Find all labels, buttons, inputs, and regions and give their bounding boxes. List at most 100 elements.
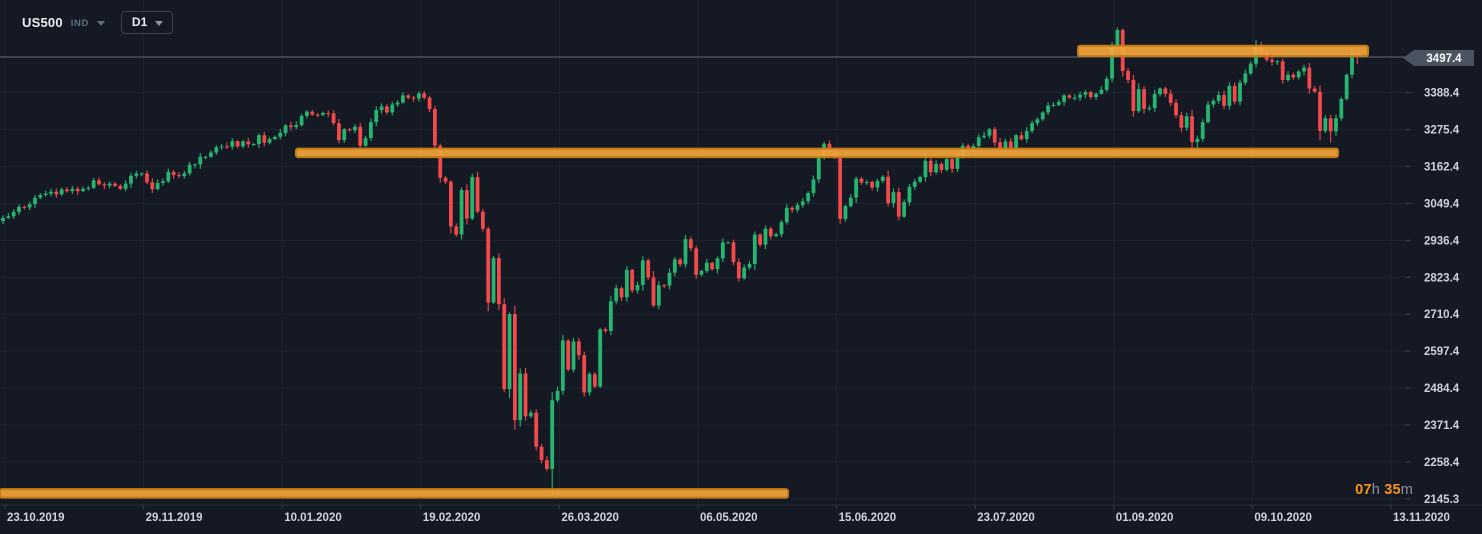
candlestick-series xyxy=(1,27,1360,495)
candle xyxy=(38,193,43,200)
candle xyxy=(736,258,741,282)
candle xyxy=(784,204,789,225)
candle-body xyxy=(491,258,496,303)
candle xyxy=(763,225,768,250)
candle-body xyxy=(747,263,752,268)
candle-body xyxy=(640,260,645,285)
candle xyxy=(139,172,144,177)
countdown-minutes: 35 xyxy=(1384,482,1401,498)
candle-body xyxy=(619,288,624,298)
price-tick-label: 3049.4 xyxy=(1424,198,1460,210)
candle xyxy=(171,169,176,179)
candle-body xyxy=(907,186,912,203)
candle-body xyxy=(241,141,245,147)
candle-body xyxy=(944,159,949,170)
candle xyxy=(1163,86,1168,97)
candle-body xyxy=(289,125,293,128)
candle-body xyxy=(955,154,960,169)
candle xyxy=(1040,111,1045,122)
price-tick-label: 3275.4 xyxy=(1424,125,1460,137)
candle-body xyxy=(1174,102,1178,116)
sr-zone-support-lower[interactable] xyxy=(0,488,789,499)
candle xyxy=(912,178,917,190)
candle-body xyxy=(896,192,901,217)
candle xyxy=(209,150,213,158)
candle-body xyxy=(992,129,997,143)
symbol-selector[interactable]: US500 IND xyxy=(22,15,105,30)
candle xyxy=(230,138,235,150)
candle xyxy=(646,258,651,281)
candle xyxy=(651,270,656,308)
candle xyxy=(225,142,229,149)
price-tick-label: 2597.4 xyxy=(1424,346,1460,358)
candle xyxy=(81,186,85,193)
candle xyxy=(214,144,219,156)
candle-body xyxy=(630,269,635,291)
candle xyxy=(800,198,805,208)
countdown-hours: 07 xyxy=(1355,482,1372,498)
candle-body xyxy=(1110,47,1114,79)
candle xyxy=(1318,85,1322,141)
candle-body xyxy=(166,171,171,182)
price-axis-labels[interactable]: 3388.4 3275.4 3162.4 3049.4 2936.4 2823.4 2710… xyxy=(1424,88,1460,506)
candle xyxy=(1307,62,1312,94)
candle-body xyxy=(209,152,213,157)
time-tick-label: 10.01.2020 xyxy=(284,512,342,524)
candle xyxy=(166,168,171,184)
candle-body xyxy=(1206,104,1210,123)
candle-body xyxy=(528,412,533,417)
candle xyxy=(1035,117,1040,127)
candle-body xyxy=(411,97,416,99)
sr-zone-resistance-mid[interactable] xyxy=(295,147,1339,159)
timeframe-selector[interactable]: D1 xyxy=(120,11,174,34)
candle xyxy=(896,187,901,221)
candle-body xyxy=(1083,92,1088,95)
candle-body xyxy=(752,234,757,264)
candle-body xyxy=(715,258,720,270)
candle-body xyxy=(1232,85,1237,102)
candle xyxy=(1088,90,1093,100)
candle xyxy=(182,170,187,179)
candle-body xyxy=(1046,105,1050,113)
candle xyxy=(374,106,379,127)
candle xyxy=(262,131,267,147)
candle xyxy=(75,186,80,195)
candle-body xyxy=(1088,92,1093,97)
candle-body xyxy=(448,181,453,227)
candle xyxy=(454,223,459,237)
candle-body xyxy=(81,188,85,192)
candle-body xyxy=(1067,95,1072,98)
candle-body xyxy=(1030,123,1034,131)
price-tick-label: 2371.4 xyxy=(1424,420,1460,432)
candle-body xyxy=(1296,71,1301,78)
candle-body xyxy=(1008,141,1013,149)
candle-body xyxy=(550,400,555,469)
candle-body xyxy=(385,106,389,113)
time-axis-labels[interactable]: 23.10.2019 29.11.2019 10.01.2020 19.02.2020… xyxy=(7,512,1450,524)
candle-body xyxy=(11,212,16,217)
candle-body xyxy=(1014,135,1018,149)
candle xyxy=(1296,70,1301,80)
sr-zone-resistance-upper[interactable] xyxy=(1077,44,1369,58)
candle-body xyxy=(70,188,75,192)
candle-body xyxy=(704,262,709,271)
candle-body xyxy=(1040,112,1045,120)
candle xyxy=(134,170,139,179)
candle xyxy=(464,184,469,225)
candle-body xyxy=(369,122,373,139)
candle xyxy=(54,188,59,198)
candle xyxy=(891,188,896,208)
candle-body xyxy=(763,228,768,245)
candle-body xyxy=(816,156,821,180)
candle-body xyxy=(326,113,331,115)
candle xyxy=(155,179,160,191)
candle-body xyxy=(27,204,32,208)
candle-body xyxy=(1179,115,1184,128)
candle xyxy=(870,180,875,191)
candle-body xyxy=(678,259,683,265)
candle-body xyxy=(299,115,304,126)
candle xyxy=(1238,79,1242,106)
candle xyxy=(1142,86,1146,114)
chevron-down-icon xyxy=(155,20,164,26)
